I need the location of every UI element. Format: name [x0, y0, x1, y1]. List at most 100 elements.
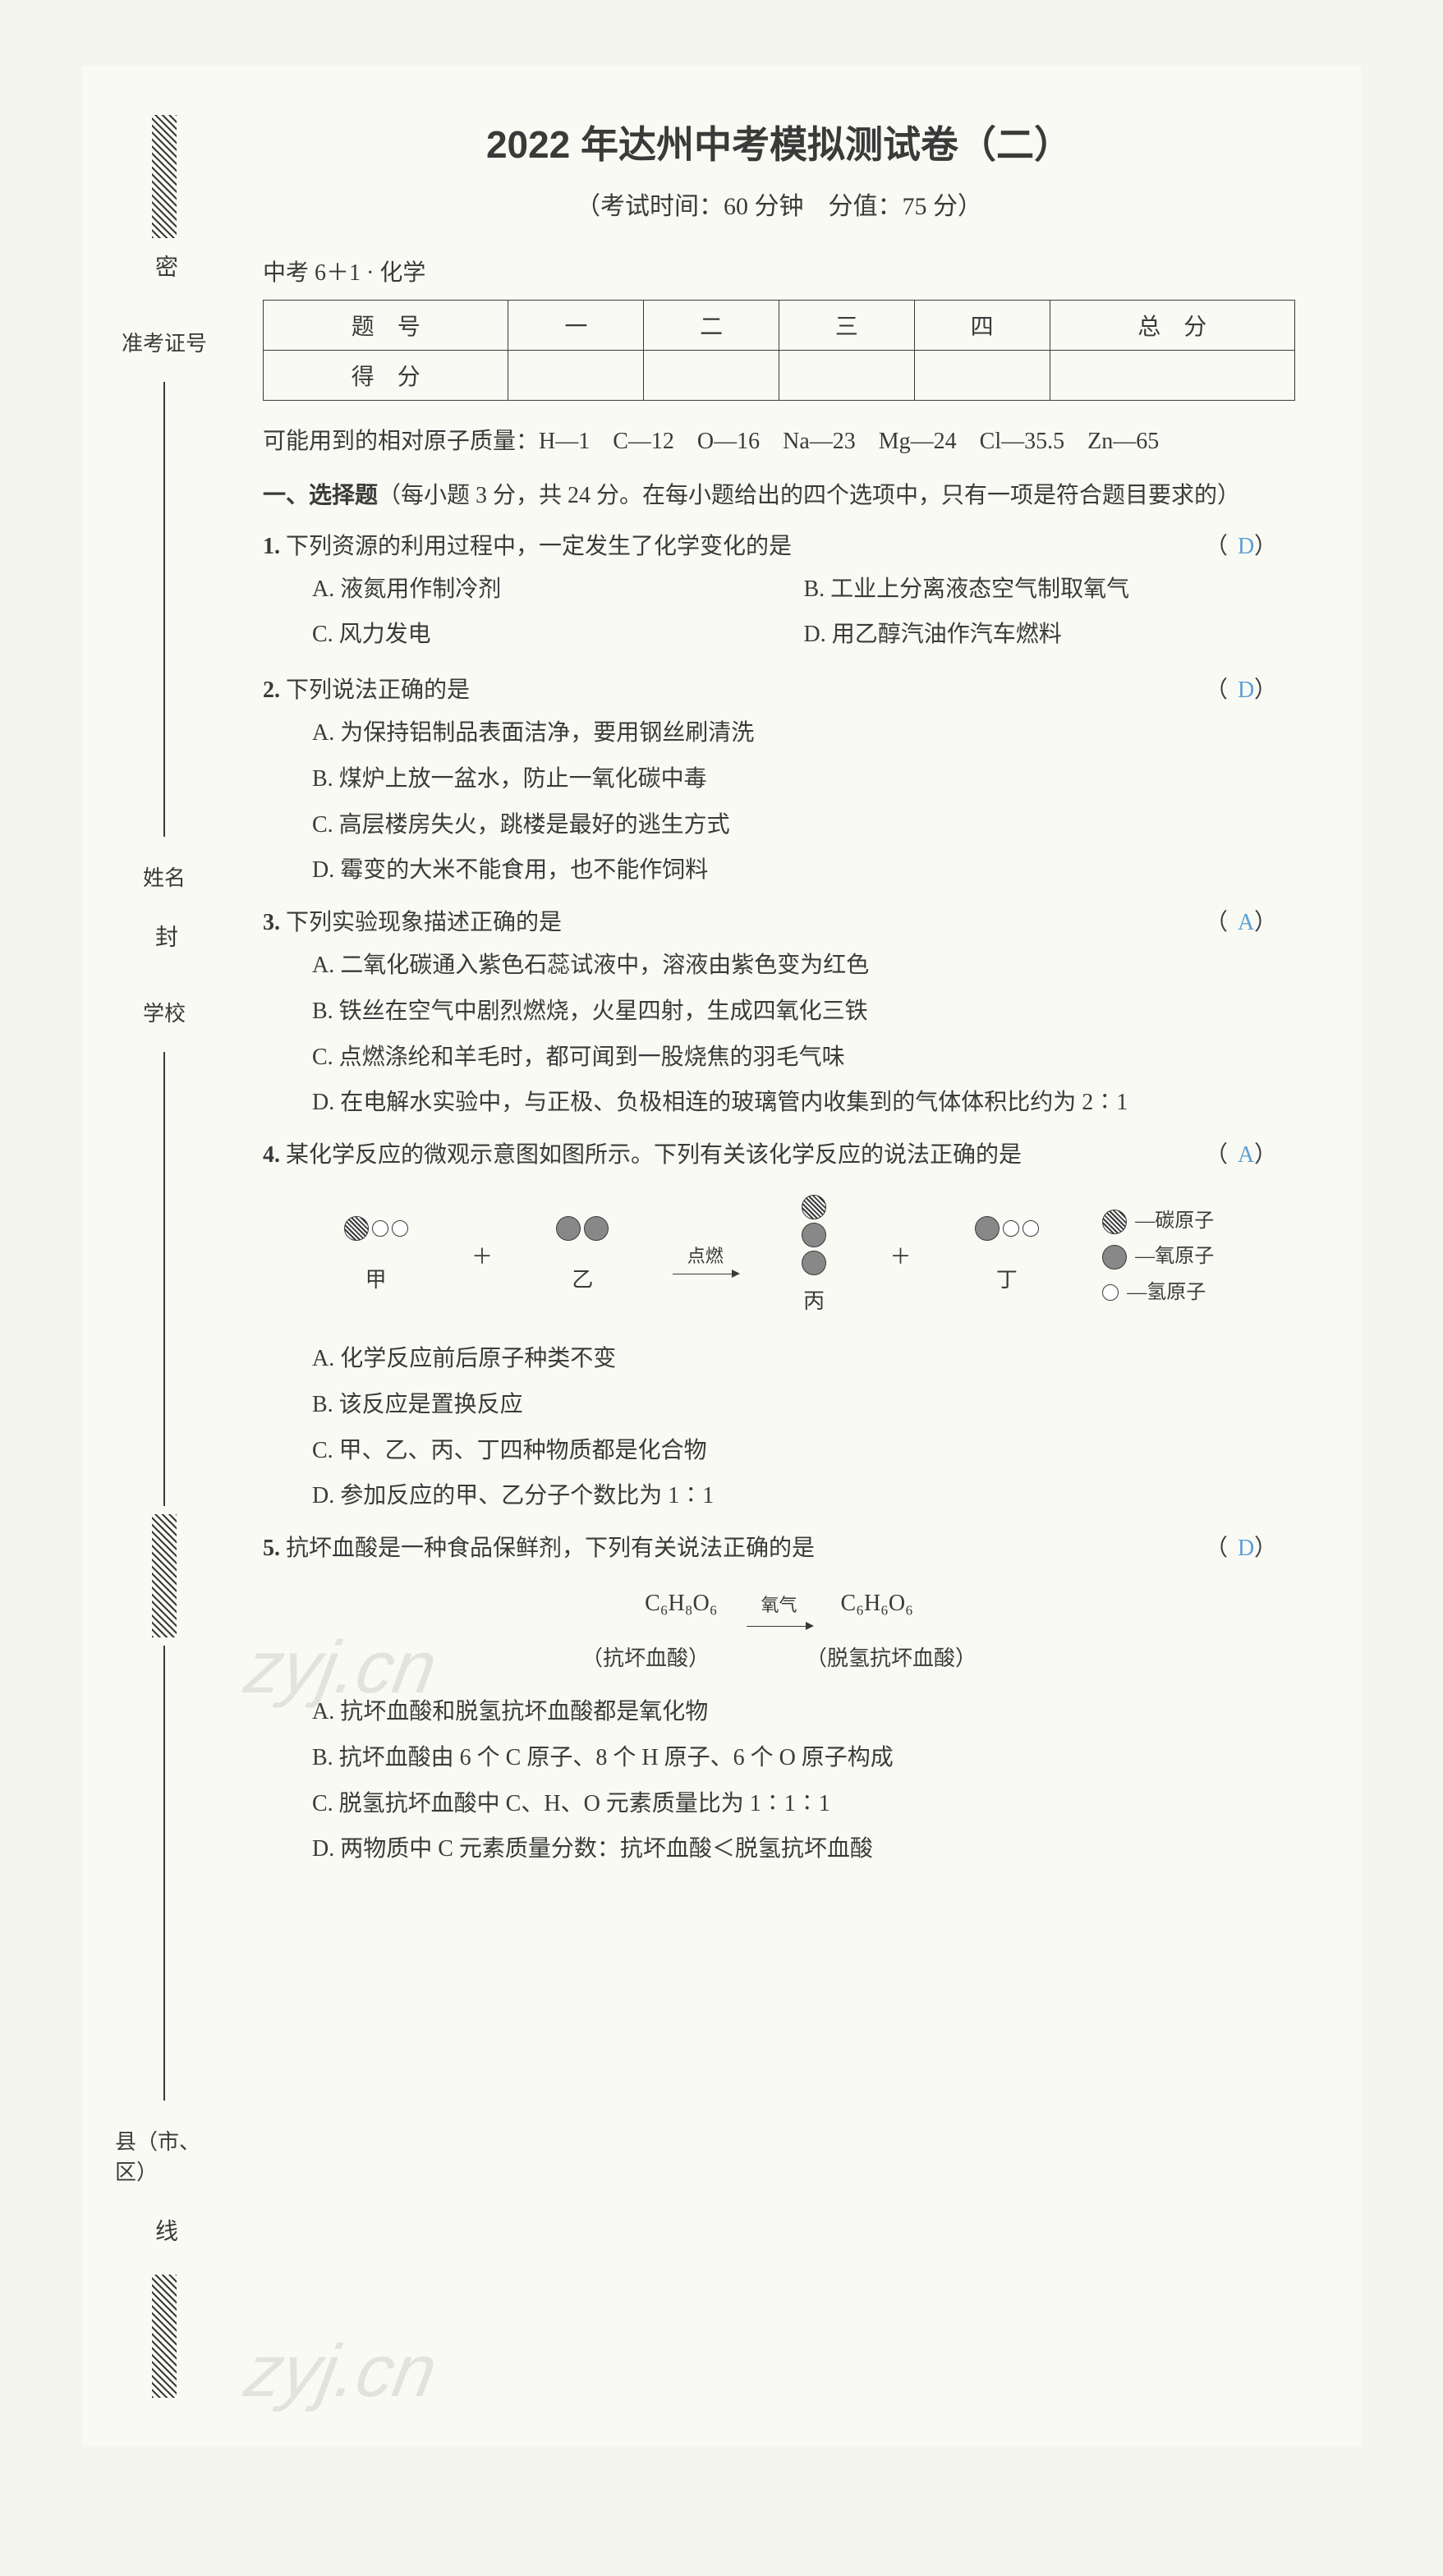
- q3-stem-line: 3. 下列实验现象描述正确的是 （ A ）: [263, 902, 1295, 944]
- q3-num: 3.: [263, 910, 280, 935]
- note-right: （脱氢抗坏血酸）: [806, 1646, 977, 1670]
- section-label: 一、选择题: [263, 482, 378, 507]
- carbon-atom-icon: [1102, 1210, 1127, 1234]
- q5-opt-d: D. 两物质中 C 元素质量分数：抗坏血酸＜脱氢抗坏血酸: [312, 1828, 1295, 1871]
- q3-stem: 下列实验现象描述正确的是: [286, 910, 562, 935]
- q3-opt-d: D. 在电解水实验中，与正极、负极相连的玻璃管内收集到的气体体积比约为 2∶1: [312, 1081, 1295, 1124]
- question-5: 5. 抗坏血酸是一种食品保鲜剂，下列有关说法正确的是 （ D ） C₆H₈O₆ …: [263, 1527, 1295, 1871]
- series-label: 中考 6＋1 · 化学: [263, 255, 1295, 287]
- oxygen-atom-icon: [802, 1223, 826, 1247]
- field-school: 学校: [143, 997, 186, 1027]
- molecule-bing: 丙: [802, 1193, 826, 1321]
- col-total: 总 分: [1050, 301, 1294, 351]
- molecule-yi: 乙: [556, 1215, 609, 1300]
- q4-opt-c: C. 甲、乙、丙、丁四种物质都是化合物: [312, 1430, 1295, 1472]
- q5-num: 5.: [263, 1536, 280, 1561]
- q2-stem: 下列说法正确的是: [286, 677, 470, 703]
- q3-opt-c: C. 点燃涤纶和羊毛时，都可闻到一股烧焦的羽毛气味: [312, 1036, 1295, 1079]
- watermark: zyj.cn: [239, 2330, 443, 2414]
- q4-num: 4.: [263, 1142, 280, 1168]
- score-cell: [508, 351, 644, 401]
- col-1: 一: [508, 301, 644, 351]
- label-bing: 丙: [802, 1282, 826, 1321]
- atomic-items: H—1 C—12 O—16 Na—23 Mg—24 Cl—35.5 Zn—65: [539, 429, 1159, 454]
- field-exam-id: 准考证号: [122, 327, 207, 357]
- q2-stem-line: 2. 下列说法正确的是 （ D ）: [263, 669, 1295, 712]
- q1-stem: 下列资源的利用过程中，一定发生了化学变化的是: [286, 534, 792, 559]
- score-cell: [779, 351, 914, 401]
- q1-opt-d: D. 用乙醇汽油作汽车燃料: [804, 613, 1296, 656]
- q4-stem: 某化学反应的微观示意图如图所示。下列有关该化学反应的说法正确的是: [286, 1142, 1022, 1168]
- divider-line: [163, 382, 165, 837]
- legend-c: —碳原子: [1135, 1204, 1214, 1239]
- q4-stem-line: 4. 某化学反应的微观示意图如图所示。下列有关该化学反应的说法正确的是 （ A …: [263, 1134, 1295, 1177]
- q4-opt-b: B. 该反应是置换反应: [312, 1384, 1295, 1426]
- question-1: 1. 下列资源的利用过程中，一定发生了化学变化的是 （ D ） A. 液氮用作制…: [263, 526, 1295, 659]
- molecule-ding: 丁: [975, 1215, 1039, 1300]
- seal-label-feng: 封: [148, 925, 181, 964]
- hydrogen-atom-icon: [392, 1220, 408, 1237]
- q5-options: A. 抗坏血酸和脱氢抗坏血酸都是氧化物 B. 抗坏血酸由 6 个 C 原子、8 …: [263, 1691, 1295, 1871]
- atomic-masses: 可能用到的相对原子质量：H—1 C—12 O—16 Na—23 Mg—24 Cl…: [263, 421, 1295, 462]
- q4-opt-d: D. 参加反应的甲、乙分子个数比为 1∶1: [312, 1475, 1295, 1518]
- q5-stem: 抗坏血酸是一种食品保鲜剂，下列有关说法正确的是: [286, 1536, 815, 1561]
- q5-stem-line: 5. 抗坏血酸是一种食品保鲜剂，下列有关说法正确的是 （ D ）: [263, 1527, 1295, 1570]
- q1-opt-a: A. 液氮用作制冷剂: [312, 568, 804, 611]
- label-ding: 丁: [975, 1260, 1039, 1300]
- exam-page: 密 准考证号 姓名 封 学校 县（市、区） 线 2022 年达州中考模拟测试卷（…: [82, 66, 1361, 2447]
- oxygen-atom-icon: [975, 1216, 1000, 1241]
- reaction-arrow: 点燃: [673, 1240, 738, 1274]
- col-2: 二: [644, 301, 779, 351]
- score-value-row: 得 分: [264, 351, 1295, 401]
- q5-opt-c: C. 脱氢抗坏血酸中 C、H、O 元素质量比为 1∶1∶1: [312, 1783, 1295, 1825]
- q3-opt-a: A. 二氧化碳通入紫色石蕊试液中，溶液由紫色变为红色: [312, 944, 1295, 987]
- q2-opt-a: A. 为保持铝制品表面洁净，要用钢丝刷清洗: [312, 712, 1295, 755]
- legend-o: —氧原子: [1135, 1239, 1214, 1274]
- q5-eq-note: （抗坏血酸） （脱氢抗坏血酸）: [263, 1639, 1295, 1678]
- q1-opt-b: B. 工业上分离液态空气制取氧气: [804, 568, 1296, 611]
- score-cell: [644, 351, 779, 401]
- q4-diagram: 甲 ＋ 乙 点燃 丙 ＋ 丁: [263, 1177, 1295, 1338]
- label-yi: 乙: [556, 1260, 609, 1300]
- eq-left: C₆H₈O₆: [645, 1591, 717, 1616]
- q4-opt-a: A. 化学反应前后原子种类不变: [312, 1338, 1295, 1380]
- row-label: 得 分: [264, 351, 508, 401]
- score-cell: [1050, 351, 1294, 401]
- seal-label-xian: 线: [148, 2219, 181, 2258]
- q3-options: A. 二氧化碳通入紫色石蕊试液中，溶液由紫色变为红色 B. 铁丝在空气中剧烈燃烧…: [263, 944, 1295, 1124]
- q1-opt-c: C. 风力发电: [312, 613, 804, 656]
- q5-opt-a: A. 抗坏血酸和脱氢抗坏血酸都是氧化物: [312, 1691, 1295, 1733]
- col-3: 三: [779, 301, 914, 351]
- question-3: 3. 下列实验现象描述正确的是 （ A ） A. 二氧化碳通入紫色石蕊试液中，溶…: [263, 902, 1295, 1124]
- q4-options: A. 化学反应前后原子种类不变 B. 该反应是置换反应 C. 甲、乙、丙、丁四种…: [263, 1338, 1295, 1518]
- eq-condition: 氧气: [761, 1595, 797, 1615]
- q5-equation: C₆H₈O₆ 氧气 C₆H₆O₆: [263, 1582, 1295, 1627]
- oxygen-atom-icon: [584, 1216, 609, 1241]
- molecule-jia: 甲: [344, 1215, 408, 1300]
- question-4: 4. 某化学反应的微观示意图如图所示。下列有关该化学反应的说法正确的是 （ A …: [263, 1134, 1295, 1518]
- col-label: 题 号: [264, 301, 508, 351]
- hydrogen-atom-icon: [1023, 1220, 1039, 1237]
- divider-line: [163, 1646, 165, 2101]
- hydrogen-atom-icon: [1102, 1284, 1119, 1301]
- seal-label-mi: 密: [148, 255, 181, 294]
- q2-options: A. 为保持铝制品表面洁净，要用钢丝刷清洗 B. 煤炉上放一盆水，防止一氧化碳中…: [263, 712, 1295, 892]
- hydrogen-atom-icon: [372, 1220, 388, 1237]
- hatch-mark: [152, 2275, 177, 2398]
- note-left: （抗坏血酸）: [581, 1646, 710, 1670]
- q1-options: A. 液氮用作制冷剂 B. 工业上分离液态空气制取氧气 C. 风力发电 D. 用…: [263, 568, 1295, 660]
- exam-title: 2022 年达州中考模拟测试卷（二）: [263, 115, 1295, 169]
- q1-num: 1.: [263, 534, 280, 559]
- q2-opt-b: B. 煤炉上放一盆水，防止一氧化碳中毒: [312, 758, 1295, 801]
- hydrogen-atom-icon: [1003, 1220, 1019, 1237]
- score-cell: [914, 351, 1050, 401]
- q1-stem-line: 1. 下列资源的利用过程中，一定发生了化学变化的是 （ D ）: [263, 526, 1295, 568]
- plus-icon: ＋: [471, 1237, 493, 1277]
- oxygen-atom-icon: [1102, 1245, 1127, 1270]
- score-header-row: 题 号 一 二 三 四 总 分: [264, 301, 1295, 351]
- carbon-atom-icon: [344, 1216, 369, 1241]
- content-area: 2022 年达州中考模拟测试卷（二） （考试时间：60 分钟 分值：75 分） …: [230, 115, 1295, 1871]
- field-county: 县（市、区）: [115, 2125, 214, 2186]
- eq-right: C₆H₆O₆: [841, 1591, 913, 1616]
- q3-opt-b: B. 铁丝在空气中剧烈燃烧，火星四射，生成四氧化三铁: [312, 990, 1295, 1033]
